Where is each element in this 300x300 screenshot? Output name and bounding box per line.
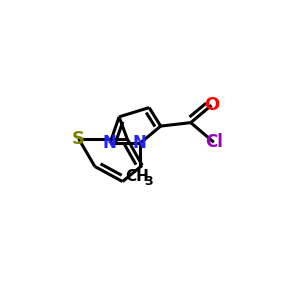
Text: 3: 3: [144, 175, 153, 188]
Text: CH: CH: [126, 169, 149, 184]
Text: N: N: [133, 134, 147, 152]
Text: O: O: [204, 96, 219, 114]
Text: N: N: [103, 134, 117, 152]
Text: Cl: Cl: [205, 133, 223, 151]
Text: S: S: [72, 130, 85, 148]
